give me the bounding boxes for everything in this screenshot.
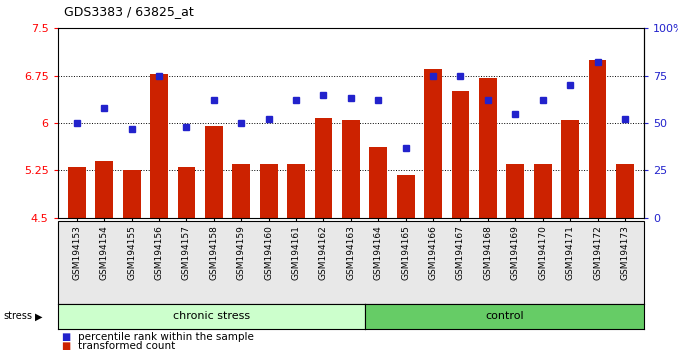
Bar: [506, 164, 524, 218]
Bar: [397, 176, 414, 218]
Bar: [123, 170, 140, 218]
Bar: [342, 120, 360, 218]
Bar: [534, 164, 552, 218]
Bar: [287, 164, 305, 218]
Bar: [589, 60, 606, 218]
Bar: [561, 120, 579, 218]
Text: control: control: [485, 312, 524, 321]
Bar: [260, 164, 277, 218]
Bar: [96, 161, 113, 218]
Text: chronic stress: chronic stress: [173, 312, 250, 321]
Text: stress: stress: [3, 312, 33, 321]
Text: ■: ■: [61, 341, 71, 351]
Text: ▶: ▶: [35, 312, 43, 321]
Bar: [178, 167, 195, 218]
Bar: [150, 74, 168, 218]
Text: GDS3383 / 63825_at: GDS3383 / 63825_at: [64, 5, 194, 18]
Bar: [315, 118, 332, 218]
Bar: [424, 69, 442, 218]
Bar: [452, 91, 469, 218]
Text: transformed count: transformed count: [78, 341, 175, 351]
Text: ■: ■: [61, 332, 71, 342]
Bar: [68, 167, 85, 218]
Bar: [233, 164, 250, 218]
Bar: [205, 126, 223, 218]
Bar: [479, 78, 497, 218]
Text: percentile rank within the sample: percentile rank within the sample: [78, 332, 254, 342]
Bar: [616, 164, 634, 218]
Bar: [370, 147, 387, 218]
